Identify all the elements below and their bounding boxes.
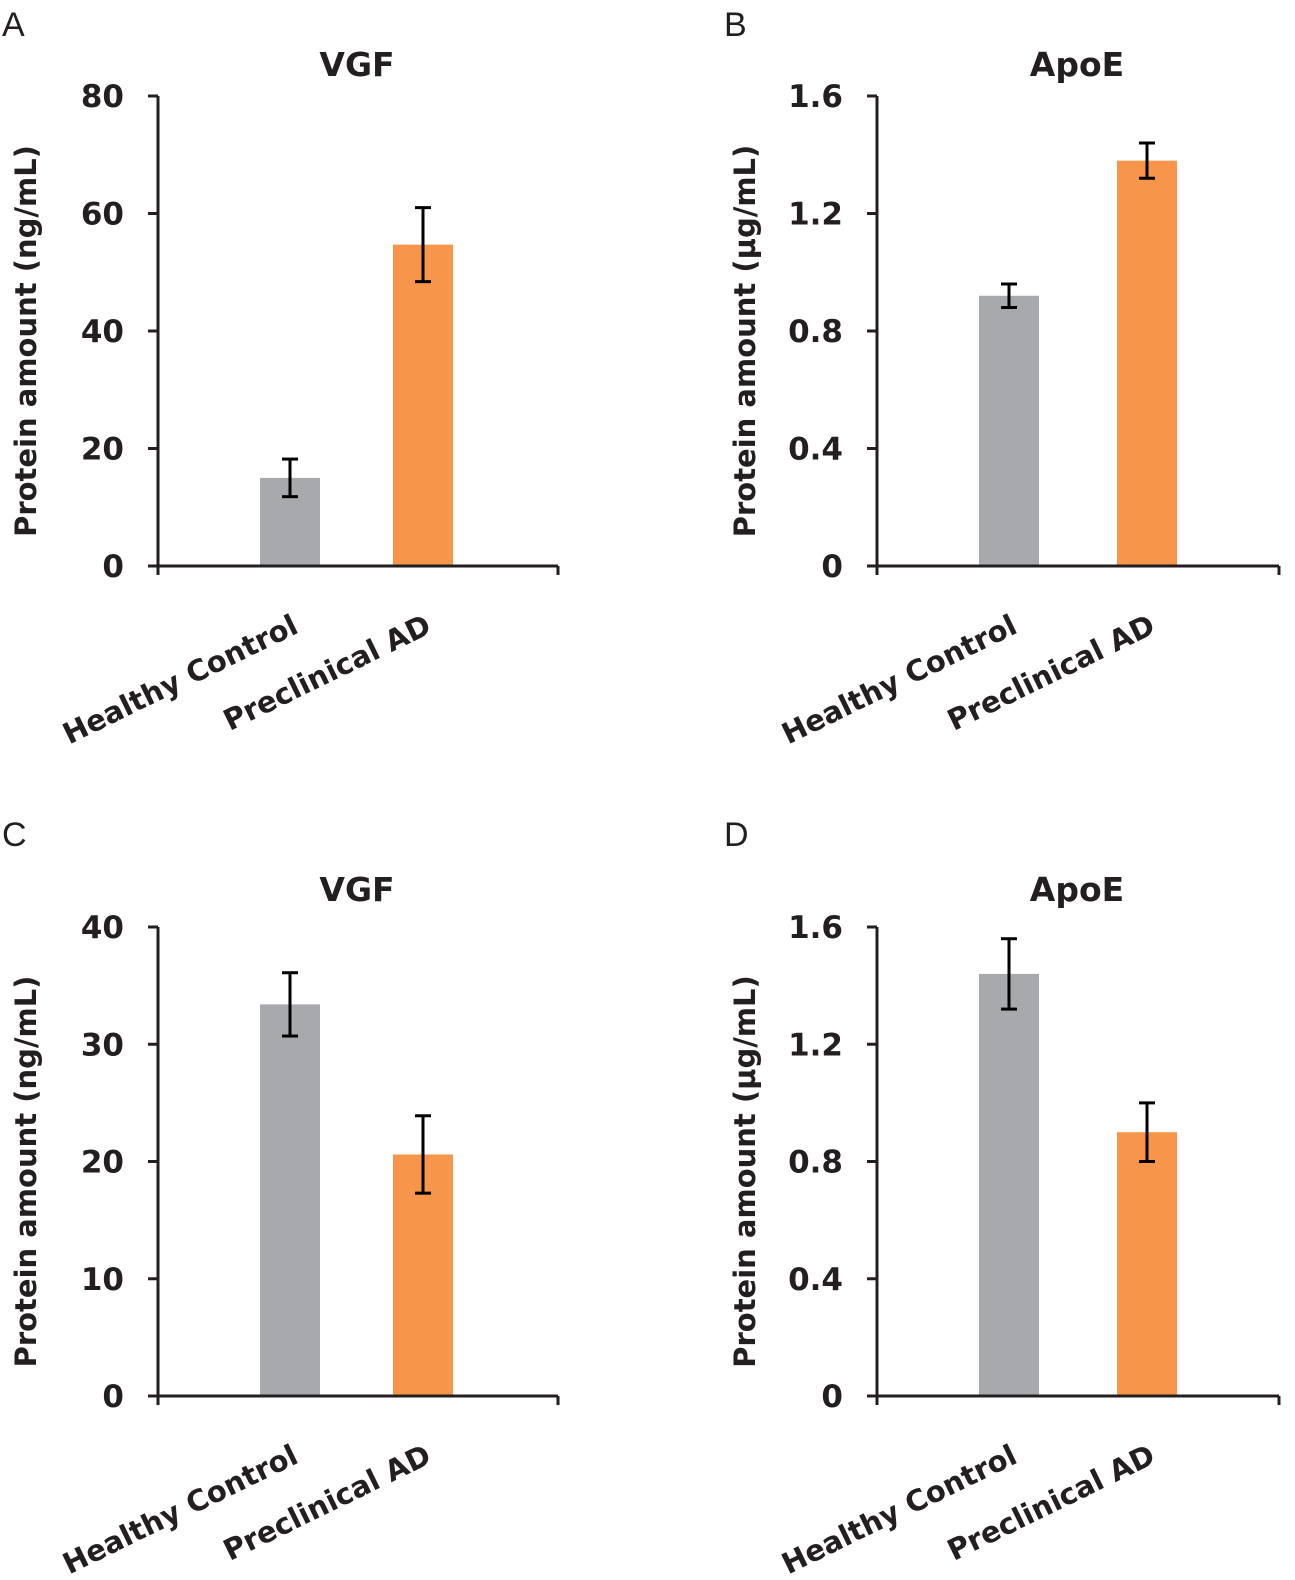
y-tick-label: 60 [81, 197, 124, 233]
bar-healthy-control [979, 295, 1039, 566]
y-axis-label: Protein amount (ng/mL) [9, 145, 43, 537]
chart-panel-d: D ApoE Protein amount (µg/mL) 0 0.4 0.8 1.2 1.6… [724, 816, 1281, 1580]
y-tick-label: 10 [81, 1262, 124, 1298]
y-tick-label: 0 [821, 549, 843, 585]
chart-title: ApoE [1030, 45, 1124, 84]
y-axis-label: Protein amount (µg/mL) [728, 145, 762, 538]
y-tick-label: 80 [81, 79, 124, 115]
bar-preclinical-ad [1117, 160, 1177, 566]
chart-panel-c: C VGF Protein amount (ng/mL) 0 10 20 30 40 Healt… [2, 816, 560, 1580]
error-bar [282, 971, 298, 1038]
bar-preclinical-ad [1117, 1132, 1177, 1396]
y-tick-label: 0.4 [788, 432, 843, 468]
y-axis-label: Protein amount (µg/mL) [728, 975, 762, 1368]
y-tick-label: 0 [102, 1379, 124, 1415]
error-bar [415, 206, 431, 284]
error-bar [1139, 1101, 1155, 1163]
y-tick-label: 0.8 [788, 314, 843, 350]
error-bar [1001, 282, 1017, 309]
y-tick-label: 40 [81, 910, 124, 946]
y-tick-label: 0.4 [788, 1262, 843, 1298]
y-tick-label: 20 [81, 432, 124, 468]
panel-letter: A [2, 6, 25, 44]
panel-letter: D [724, 816, 749, 854]
y-tick-label: 1.6 [788, 79, 843, 115]
panel-letter: B [724, 6, 747, 44]
error-bar [282, 457, 298, 499]
chart-panel-a: A VGF Protein amount (ng/mL) 0 20 40 60 80 Healt… [2, 6, 560, 751]
bar-preclinical-ad [393, 1154, 453, 1396]
y-tick-label: 20 [81, 1145, 124, 1181]
y-tick-label: 1.2 [788, 197, 843, 233]
bar-preclinical-ad [393, 244, 453, 566]
chart-title: VGF [319, 45, 394, 84]
bar-healthy-control [260, 1004, 320, 1396]
y-tick-label: 1.6 [788, 910, 843, 946]
chart-panel-b: B ApoE Protein amount (µg/mL) 0 0.4 0.8 1.2 1.6… [724, 6, 1281, 751]
y-tick-label: 0.8 [788, 1145, 843, 1181]
error-bar [1139, 141, 1155, 180]
x-category-label: Healthy Control [57, 608, 303, 751]
y-tick-label: 30 [81, 1027, 124, 1063]
error-bar [415, 1114, 431, 1195]
x-category-label: Healthy Control [57, 1438, 303, 1580]
x-category-label: Healthy Control [776, 1438, 1022, 1580]
chart-title: VGF [319, 870, 394, 909]
y-tick-label: 0 [821, 1379, 843, 1415]
chart-title: ApoE [1030, 870, 1124, 909]
bar-healthy-control [979, 973, 1039, 1396]
panel-letter: C [2, 816, 27, 854]
y-tick-label: 1.2 [788, 1027, 843, 1063]
y-tick-label: 0 [102, 549, 124, 585]
y-axis-label: Protein amount (ng/mL) [9, 976, 43, 1368]
error-bar [1001, 937, 1017, 1011]
x-category-label: Healthy Control [776, 608, 1022, 751]
y-tick-label: 40 [81, 314, 124, 350]
